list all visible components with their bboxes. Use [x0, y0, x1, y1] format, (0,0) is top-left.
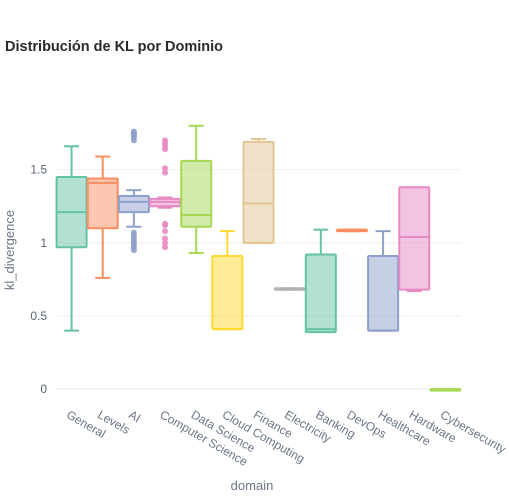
outlier-point [130, 128, 137, 135]
box-iqr [180, 159, 213, 228]
boxes [55, 124, 462, 392]
outlier-point [162, 220, 169, 227]
y-tick-labels: 0 0.5 1 1.5 [30, 163, 47, 396]
y-tick-label: 0 [40, 382, 47, 396]
y-tick-label: 1 [40, 236, 47, 250]
x-axis-title: domain [231, 478, 274, 493]
box-iqr [398, 186, 431, 291]
box-levels [86, 155, 119, 279]
box-electricity [273, 287, 306, 291]
chart-title: Distribución de KL por Dominio [5, 39, 223, 55]
box-iqr [367, 255, 400, 332]
outlier-point [162, 137, 169, 144]
box-iqr [304, 253, 337, 334]
box-data-science [180, 124, 213, 255]
outlier-point [162, 165, 169, 172]
box-iqr [242, 140, 275, 244]
box-devops [335, 228, 368, 233]
y-tick-label: 1.5 [30, 163, 47, 177]
outlier-point [130, 229, 137, 236]
box-finance [242, 137, 275, 244]
box-cybersecurity [429, 388, 462, 392]
outlier-point [162, 228, 169, 235]
outlier-point [162, 169, 169, 176]
box-healthcare [367, 230, 400, 332]
y-tick-label: 0.5 [30, 309, 47, 323]
box-computer-science [149, 137, 182, 251]
box-iqr [117, 195, 150, 214]
box-ai [117, 128, 150, 254]
box-banking [304, 228, 337, 334]
box-iqr [211, 255, 244, 331]
outlier-point [162, 244, 169, 251]
y-axis-title: kl_divergence [2, 210, 17, 290]
box-cloud-computing [211, 230, 244, 331]
box-hardware [398, 186, 431, 293]
box-general [55, 145, 88, 332]
outlier-point [162, 239, 169, 246]
outlier-point [162, 235, 169, 242]
box-iqr [86, 177, 119, 230]
